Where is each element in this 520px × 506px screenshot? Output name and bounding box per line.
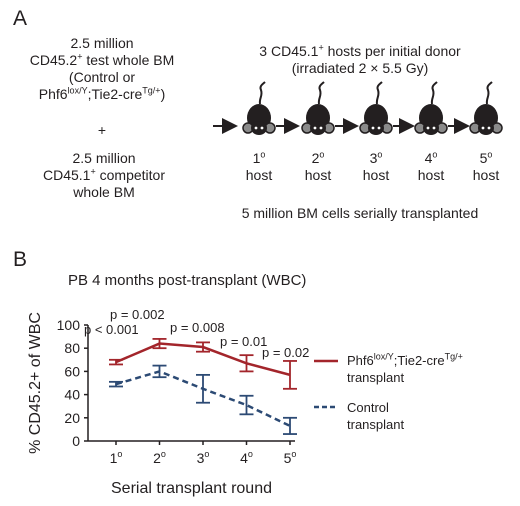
y-tick-label: 60 bbox=[64, 363, 80, 379]
host-1-label: 1o host bbox=[245, 149, 273, 183]
mouse-host-3-icon bbox=[359, 81, 393, 136]
test-cells-line3: (Control or bbox=[68, 69, 136, 85]
plus-sign: + bbox=[97, 122, 107, 138]
host-5-label: 5o host bbox=[472, 149, 500, 183]
legend-phf6-label: Phf6lox/Y;Tie2-creTg/+ transplant bbox=[347, 351, 463, 385]
y-tick-label: 40 bbox=[64, 387, 80, 403]
panel-b-label: B bbox=[13, 248, 28, 271]
y-tick-label: 100 bbox=[57, 317, 81, 333]
test-cells-line1: 2.5 million bbox=[70, 35, 134, 51]
competitor-line1: 2.5 million bbox=[72, 150, 136, 166]
pvalue-round-5: p = 0.02 bbox=[262, 345, 310, 360]
x-tick-label: 4o bbox=[240, 449, 253, 466]
hosts-header: 3 CD45.1+ hosts per initial donor (irrad… bbox=[225, 43, 495, 77]
serial-transplant-diagram bbox=[213, 81, 503, 136]
mouse-host-4-icon bbox=[414, 81, 448, 136]
x-tick-label: 5o bbox=[284, 449, 297, 466]
mouse-host-5-icon bbox=[469, 81, 503, 136]
hosts-header-line2: (irradiated 2 × 5.5 Gy) bbox=[291, 60, 429, 76]
test-cells-line4: Phf6lox/Y;Tie2-creTg/+) bbox=[38, 85, 166, 102]
x-tick-label: 1o bbox=[110, 449, 123, 466]
pvalue-round-1: p < 0.001 bbox=[84, 322, 139, 337]
serial-transplant-footer: 5 million BM cells serially transplanted bbox=[241, 205, 479, 221]
hosts-header-line1: 3 CD45.1+ hosts per initial donor bbox=[259, 42, 461, 59]
x-tick-label: 3o bbox=[197, 449, 210, 466]
host-4-label: 4o host bbox=[417, 149, 445, 183]
competitor-line2: CD45.1+ competitor bbox=[43, 166, 165, 183]
x-tick-label: 2o bbox=[153, 449, 166, 466]
legend-control-label: Control transplant bbox=[347, 400, 405, 432]
host-2-label: 2o host bbox=[304, 149, 332, 183]
panel-a-label: A bbox=[13, 7, 28, 30]
legend-swatches bbox=[314, 359, 338, 409]
test-cells-block: 2.5 million CD45.2+ test whole BM (Contr… bbox=[16, 35, 188, 103]
y-tick-label: 20 bbox=[64, 410, 80, 426]
x-axis-title: Serial transplant round bbox=[111, 480, 272, 497]
pvalue-round-2: p = 0.002 bbox=[110, 307, 165, 322]
competitor-block: 2.5 million CD45.1+ competitor whole BM bbox=[24, 150, 184, 201]
host-3-label: 3o host bbox=[362, 149, 390, 183]
y-tick-label: 80 bbox=[64, 340, 80, 356]
y-axis-title: % CD45.2+ of WBC bbox=[27, 312, 44, 454]
mouse-host-2-icon bbox=[301, 81, 335, 136]
pvalue-round-4: p = 0.01 bbox=[220, 334, 268, 349]
serial-transplant-chart: 0 20 40 60 80 100 1o 2o 3o 4o 5o Serial transplant … bbox=[27, 312, 297, 497]
y-tick-label: 0 bbox=[72, 433, 80, 449]
competitor-line3: whole BM bbox=[73, 184, 135, 200]
pvalue-round-3: p = 0.008 bbox=[170, 320, 225, 335]
test-cells-line2: CD45.2+ test whole BM bbox=[29, 51, 175, 68]
chart-title: PB 4 months post-transplant (WBC) bbox=[68, 272, 307, 289]
mouse-host-1-icon bbox=[242, 81, 276, 136]
